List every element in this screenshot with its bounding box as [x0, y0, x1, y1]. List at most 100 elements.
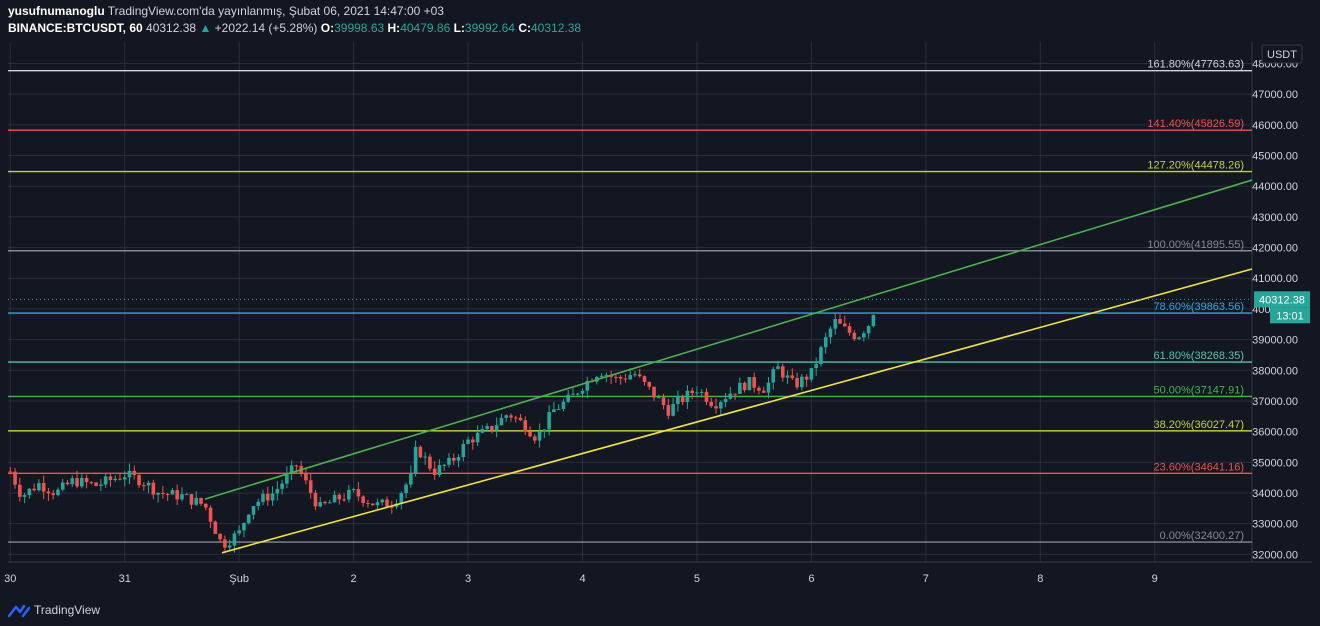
candle-body	[142, 485, 146, 487]
y-tick-label: 37000.00	[1252, 396, 1298, 408]
candle-body	[94, 482, 98, 486]
candle-body	[437, 465, 442, 475]
candle-body	[146, 482, 151, 486]
fib-level-label: 100.00%(41895.55)	[1147, 239, 1244, 251]
candle-body	[566, 394, 571, 402]
fib-level-label: 78.60%(39863.56)	[1153, 301, 1244, 313]
y-tick-label: 34000.00	[1252, 488, 1298, 500]
candle-body	[814, 363, 818, 369]
candle-body	[499, 417, 504, 426]
x-tick-label: Şub	[229, 573, 249, 585]
candle-body	[652, 386, 656, 398]
footer-brand[interactable]: TradingView	[34, 603, 101, 617]
candle-body	[22, 495, 27, 497]
y-tick-label: 46000.00	[1252, 120, 1298, 132]
candle-body	[132, 470, 137, 476]
candle-body	[623, 378, 628, 380]
tradingview-logo-icon[interactable]	[8, 603, 30, 617]
candle-body	[366, 502, 370, 504]
candle-body	[862, 333, 866, 338]
candle-body	[871, 315, 876, 327]
candle-body	[232, 533, 237, 546]
fib-level-label: 23.60%(34641.16)	[1153, 461, 1244, 473]
candle-body	[51, 493, 56, 496]
candle-body	[203, 503, 208, 508]
x-tick-label: 2	[351, 573, 357, 585]
candle-body	[585, 380, 590, 391]
candle-body	[614, 376, 618, 378]
candle-body	[561, 401, 566, 409]
last-price: 40312.38	[146, 21, 197, 35]
candle-body	[518, 417, 523, 421]
candle-body	[852, 332, 857, 340]
candle-body	[466, 439, 470, 444]
candle-body	[389, 506, 394, 508]
y-tick-label: 45000.00	[1252, 151, 1298, 163]
y-tick-label: 33000.00	[1252, 519, 1298, 531]
fib-level-label: 141.40%(45826.59)	[1147, 118, 1244, 130]
symbol-label[interactable]: BINANCE:BTCUSDT, 60	[8, 21, 143, 35]
candle-body	[637, 374, 642, 377]
candle-body	[289, 465, 294, 474]
candle-body	[194, 497, 199, 505]
candle-body	[866, 326, 871, 334]
y-tick-label: 47000.00	[1252, 89, 1298, 101]
y-tick-label: 44000.00	[1252, 181, 1298, 193]
candle-body	[447, 457, 451, 465]
candle-body	[385, 499, 389, 507]
candle-body	[509, 415, 513, 418]
x-tick-label: 30	[4, 573, 16, 585]
candle-body	[800, 376, 804, 388]
change-arrow-icon: ▲	[199, 21, 212, 35]
candle-body	[547, 412, 551, 430]
last-price-badge	[1254, 291, 1310, 308]
candle-body	[714, 406, 718, 409]
candle-body	[251, 505, 256, 515]
published-text: TradingView.com'da yayınlanmış, Şubat 06…	[107, 4, 444, 18]
x-tick-label: 3	[465, 573, 471, 585]
candle-body	[46, 491, 51, 494]
candle-body	[657, 397, 661, 399]
candle-body	[56, 489, 60, 496]
candle-body	[809, 368, 814, 380]
candle-body	[833, 319, 838, 329]
candle-body	[780, 366, 785, 378]
candle-body	[180, 494, 184, 500]
candle-body	[456, 457, 461, 461]
candle-body	[223, 539, 227, 548]
candle-body	[490, 426, 494, 431]
y-tick-label: 35000.00	[1252, 457, 1298, 469]
candle-body	[122, 477, 127, 480]
candle-body	[728, 393, 733, 399]
y-tick-label: 36000.00	[1252, 427, 1298, 439]
candle-body	[528, 431, 532, 437]
candle-body	[351, 489, 356, 491]
candle-body	[65, 482, 70, 485]
fib-level-label: 0.00%(32400.27)	[1160, 530, 1244, 542]
candle-body	[828, 328, 833, 338]
candle-body	[237, 530, 241, 534]
high-label: H:	[387, 21, 401, 35]
candle-body	[70, 478, 75, 485]
plot-area	[8, 42, 1252, 562]
candle-body	[199, 497, 203, 504]
candle-body	[380, 499, 385, 503]
candle-body	[304, 473, 308, 481]
x-tick-label: 8	[1037, 573, 1043, 585]
candle-body	[804, 376, 809, 380]
candle-body	[752, 377, 756, 388]
candle-body	[690, 390, 694, 394]
candle-body	[184, 494, 189, 496]
candle-body	[461, 443, 466, 458]
candle-body	[819, 347, 823, 364]
author-name[interactable]: yusufnumanoglu	[8, 4, 105, 18]
y-tick-label: 41000.00	[1252, 273, 1298, 285]
candle-body	[685, 390, 690, 403]
candle-body	[323, 502, 327, 504]
countdown-badge	[1270, 307, 1310, 324]
candle-body	[246, 514, 251, 523]
candle-body	[556, 408, 561, 410]
candle-body	[361, 496, 365, 503]
candle-body	[718, 402, 723, 409]
